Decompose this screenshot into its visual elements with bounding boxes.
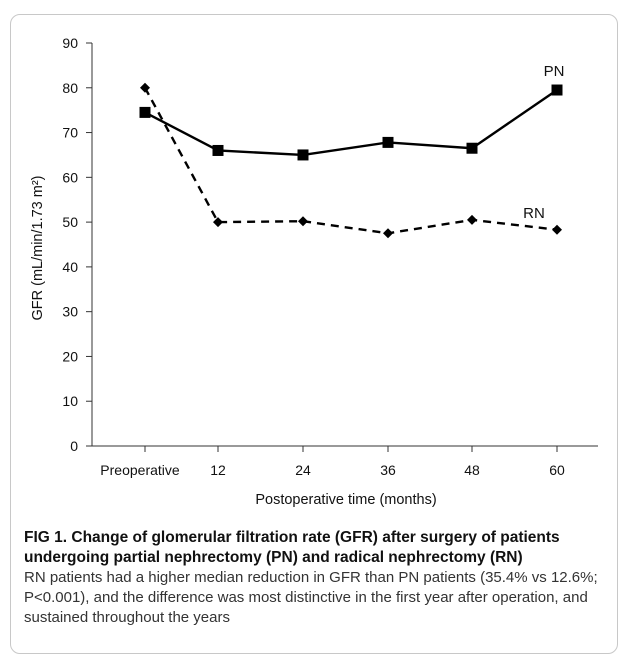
caption-title: FIG 1. Change of glomerular filtration r… bbox=[24, 529, 560, 566]
data-point-pn bbox=[382, 136, 394, 148]
figure-frame bbox=[10, 14, 618, 654]
series-label-pn: PN bbox=[544, 63, 565, 80]
figure-caption: FIG 1. Change of glomerular filtration r… bbox=[24, 528, 608, 628]
x-tick-label: 24 bbox=[295, 462, 311, 478]
x-tick-label: 36 bbox=[380, 462, 396, 478]
data-point-rn bbox=[298, 216, 308, 227]
y-tick-label: 70 bbox=[62, 125, 78, 141]
tick-labels: 0 10 20 30 40 50 60 70 80 90 Preoperative 12 24 36 48 6… bbox=[62, 35, 565, 478]
y-tick-label: 40 bbox=[62, 259, 78, 275]
y-tick-label: 0 bbox=[70, 438, 78, 454]
x-tick-label: 12 bbox=[210, 462, 226, 478]
series-line-rn bbox=[143, 87, 558, 235]
data-point-pn bbox=[466, 142, 478, 154]
data-point-rn bbox=[213, 217, 223, 228]
series-label-rn: RN bbox=[523, 205, 545, 222]
data-point-pn bbox=[551, 84, 563, 96]
series-line-pn bbox=[144, 89, 558, 157]
y-tick-label: 30 bbox=[62, 304, 78, 320]
gfr-line-chart: 0 10 20 30 40 50 60 70 80 90 Preoperative 12 24 36 48 6… bbox=[30, 35, 598, 508]
y-axis-label: GFR (mL/min/1.73 m²) bbox=[30, 175, 46, 320]
caption-text: RN patients had a higher median reductio… bbox=[24, 569, 598, 626]
y-tick-label: 90 bbox=[62, 35, 78, 51]
data-point-pn bbox=[297, 149, 309, 161]
chart-axes bbox=[86, 42, 598, 452]
x-tick-label: 48 bbox=[464, 462, 480, 478]
y-tick-label: 10 bbox=[62, 393, 78, 409]
data-point-rn bbox=[140, 82, 150, 93]
data-point-pn bbox=[212, 144, 224, 156]
data-point-rn bbox=[467, 214, 477, 225]
x-tick-label: 60 bbox=[549, 462, 565, 478]
y-tick-label: 20 bbox=[62, 348, 78, 364]
data-point-rn bbox=[383, 228, 393, 239]
y-tick-label: 60 bbox=[62, 169, 78, 185]
data-point-rn bbox=[552, 224, 562, 235]
y-tick-label: 80 bbox=[62, 80, 78, 96]
x-tick-label: Preoperative bbox=[100, 462, 180, 478]
data-point-pn bbox=[139, 106, 151, 118]
y-tick-label: 50 bbox=[62, 214, 78, 230]
x-axis-label: Postoperative time (months) bbox=[255, 492, 436, 508]
series-group: PN RN bbox=[139, 63, 565, 239]
